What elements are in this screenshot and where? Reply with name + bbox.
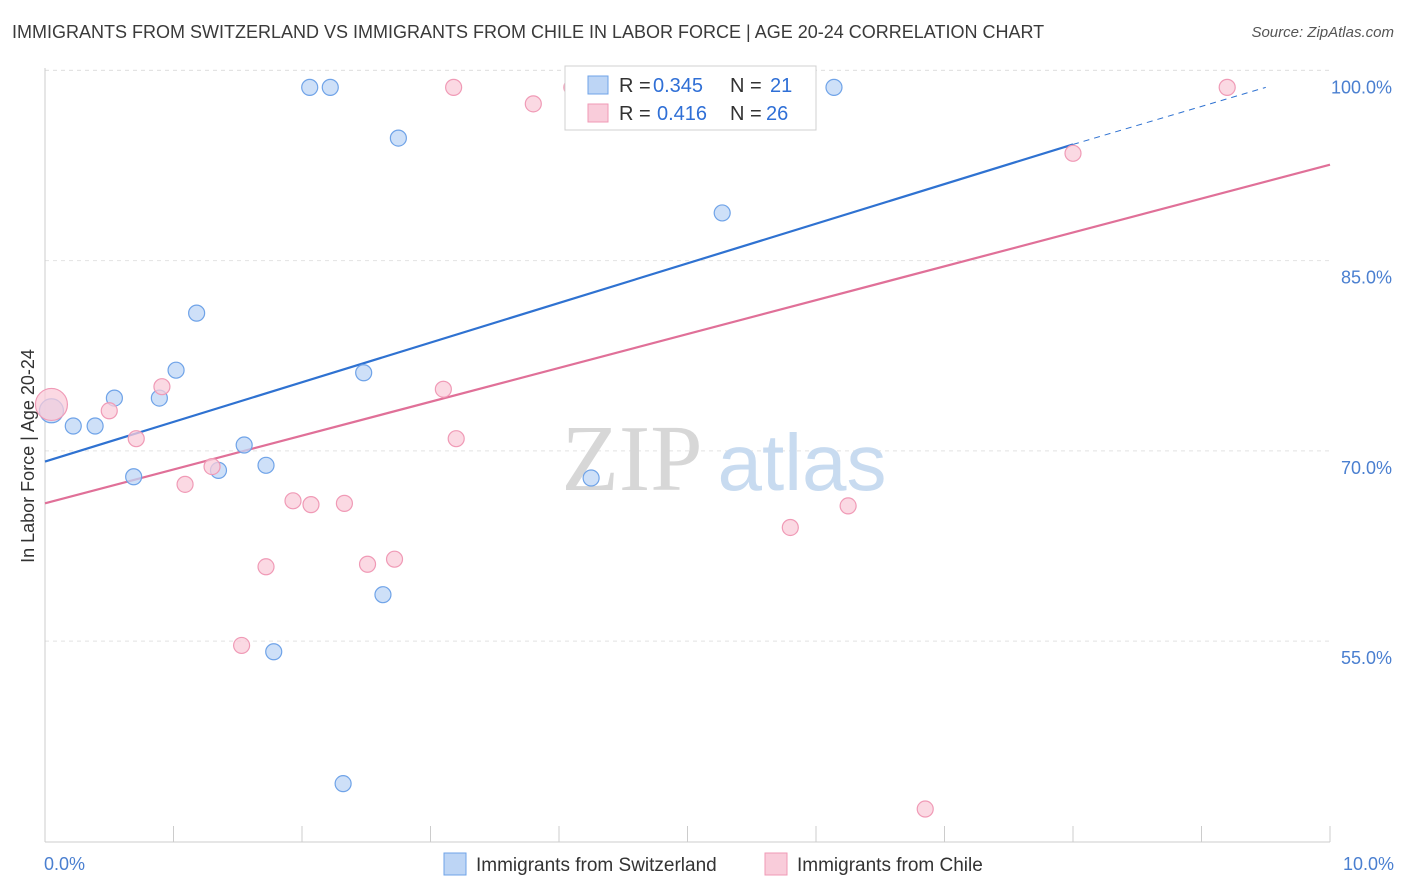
point-chile [176,475,194,493]
point-switzerland [257,456,275,474]
point-chile [127,430,145,448]
point-switzerland [389,129,407,147]
legend-n-label-switzerland: N = [730,75,762,97]
stats-legend: R = 0.345 N = 21 R = 0.416 N = 26 [564,65,817,131]
legend-r-value-switzerland: 0.345 [653,75,703,97]
legend-swatch-chile [587,103,609,123]
point-chile [445,78,463,96]
point-chile [34,387,69,422]
point-chile [302,496,320,514]
point-chile [153,378,171,396]
legend-r-label-chile: R = [619,103,651,125]
trend-lines [44,86,1331,505]
point-switzerland [64,417,82,435]
x-tick-labels: 0.0% 10.0% [44,854,1394,874]
point-switzerland [321,78,339,96]
point-chile [233,636,251,655]
point-chile [284,492,302,510]
point-switzerland [167,361,185,379]
point-switzerland [235,436,253,454]
point-chile [335,494,354,512]
point-switzerland [374,586,392,604]
point-switzerland [713,204,731,222]
legend-r-value-chile: 0.416 [657,103,707,125]
watermark-zip: ZIP [562,407,703,511]
point-chile [434,380,452,398]
series-legend: Immigrants from Switzerland Immigrants f… [443,852,983,876]
series-legend-label-chile: Immigrants from Chile [797,855,983,876]
y-tick-label: 85.0% [1341,268,1392,288]
series-legend-label-switzerland: Immigrants from Switzerland [476,855,717,876]
trend-line [44,163,1331,505]
grid [45,69,1330,642]
point-switzerland [334,775,352,793]
point-chile [839,497,857,515]
legend-n-value-chile: 26 [766,103,788,125]
y-tick-label: 70.0% [1341,458,1392,478]
point-chile [257,558,275,576]
legend-n-label-chile: N = [730,103,762,125]
legend-swatch-switzerland [587,75,609,95]
y-tick-label: 55.0% [1341,648,1392,668]
point-chile [916,800,934,818]
point-chile [524,95,542,113]
point-chile [781,518,799,537]
x-tick-label: 0.0% [44,854,85,874]
point-chile [385,550,404,568]
point-chile [358,555,377,573]
trend-line-extension [1072,86,1266,145]
point-chile [1064,144,1082,162]
legend-n-value-switzerland: 21 [770,75,792,97]
chart-title: IMMIGRANTS FROM SWITZERLAND VS IMMIGRANT… [12,22,1045,42]
x-tick-label: 10.0% [1343,854,1394,874]
point-switzerland [355,364,373,382]
point-chile [1218,78,1236,96]
point-switzerland [188,304,206,322]
point-switzerland [582,469,600,487]
point-switzerland [125,468,143,486]
point-chile [447,430,465,448]
y-axis-label: In Labor Force | Age 20-24 [18,349,38,563]
watermark-atlas: atlas [718,418,887,507]
point-switzerland [825,78,843,96]
watermark: ZIP atlas [562,407,887,511]
y-tick-label: 100.0% [1331,77,1392,97]
series-legend-swatch-switzerland [443,852,467,876]
series-legend-swatch-chile [764,852,788,876]
axes [44,68,1331,843]
trend-line [44,143,1074,463]
point-chile [203,457,221,476]
point-switzerland [86,417,104,435]
source-label: Source: ZipAtlas.com [1251,24,1394,41]
legend-r-label-switzerland: R = [619,75,651,97]
point-chile [100,402,118,420]
y-tick-labels: 55.0% 70.0% 85.0% 100.0% [1331,77,1392,668]
point-switzerland [265,643,283,661]
point-switzerland [301,78,319,96]
